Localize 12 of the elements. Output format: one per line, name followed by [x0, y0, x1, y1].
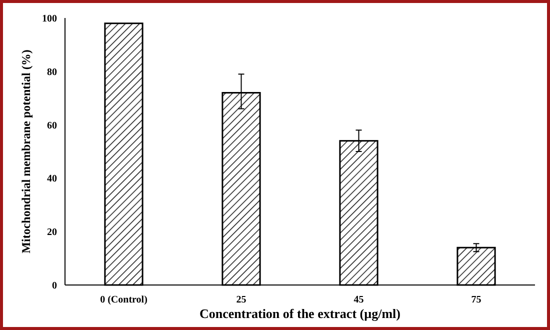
y-tick-label: 40 [47, 174, 57, 185]
x-tick-label: 25 [236, 294, 246, 306]
x-tick-label: 75 [471, 294, 482, 306]
y-tick-label: 20 [47, 227, 57, 238]
y-axis-title: Mitochondrial membrane potential (%) [19, 50, 33, 254]
y-tick-label: 0 [52, 280, 57, 292]
x-tick-label: 45 [354, 294, 364, 306]
x-tick-label: 0 (Control) [100, 294, 148, 306]
x-axis-title: Concentration of the extract (µg/ml) [200, 306, 400, 321]
y-tick-label: 80 [47, 66, 57, 78]
y-tick-label: 100 [42, 14, 57, 24]
y-tick-label: 60 [47, 120, 57, 132]
